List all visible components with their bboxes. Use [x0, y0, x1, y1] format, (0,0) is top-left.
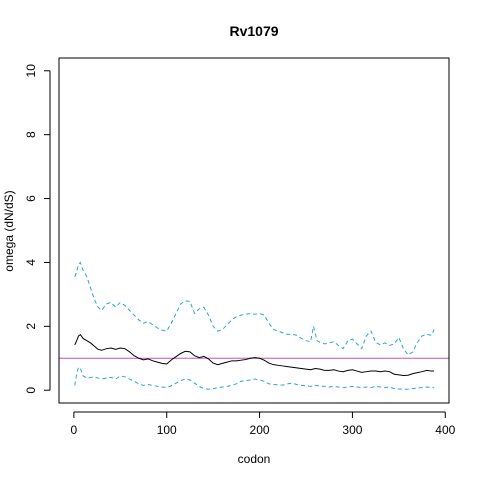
y-axis-label: omega (dN/dS) — [2, 190, 16, 271]
series-line-omega — [74, 333, 435, 377]
plot-area — [59, 261, 449, 390]
y-tick-label: 2 — [24, 323, 38, 330]
series-line-lower — [74, 366, 435, 390]
plot-frame — [58, 57, 450, 404]
y-tick-label: 0 — [24, 387, 38, 394]
x-tick-label: 300 — [342, 423, 362, 437]
x-tick-label: 0 — [71, 423, 78, 437]
y-tick-label: 4 — [24, 259, 38, 266]
x-axis-label: codon — [238, 452, 271, 466]
series-line-upper — [74, 261, 435, 356]
y-tick-label: 10 — [24, 64, 38, 78]
y-tick-label: 8 — [24, 131, 38, 138]
x-tick-label: 400 — [435, 423, 455, 437]
axes: 0 100 200 300 400 0 2 4 6 8 10 — [24, 57, 456, 437]
chart-title: Rv1079 — [229, 23, 278, 39]
x-tick-label: 100 — [157, 423, 177, 437]
x-tick-label: 200 — [250, 423, 270, 437]
y-tick-label: 6 — [24, 195, 38, 202]
